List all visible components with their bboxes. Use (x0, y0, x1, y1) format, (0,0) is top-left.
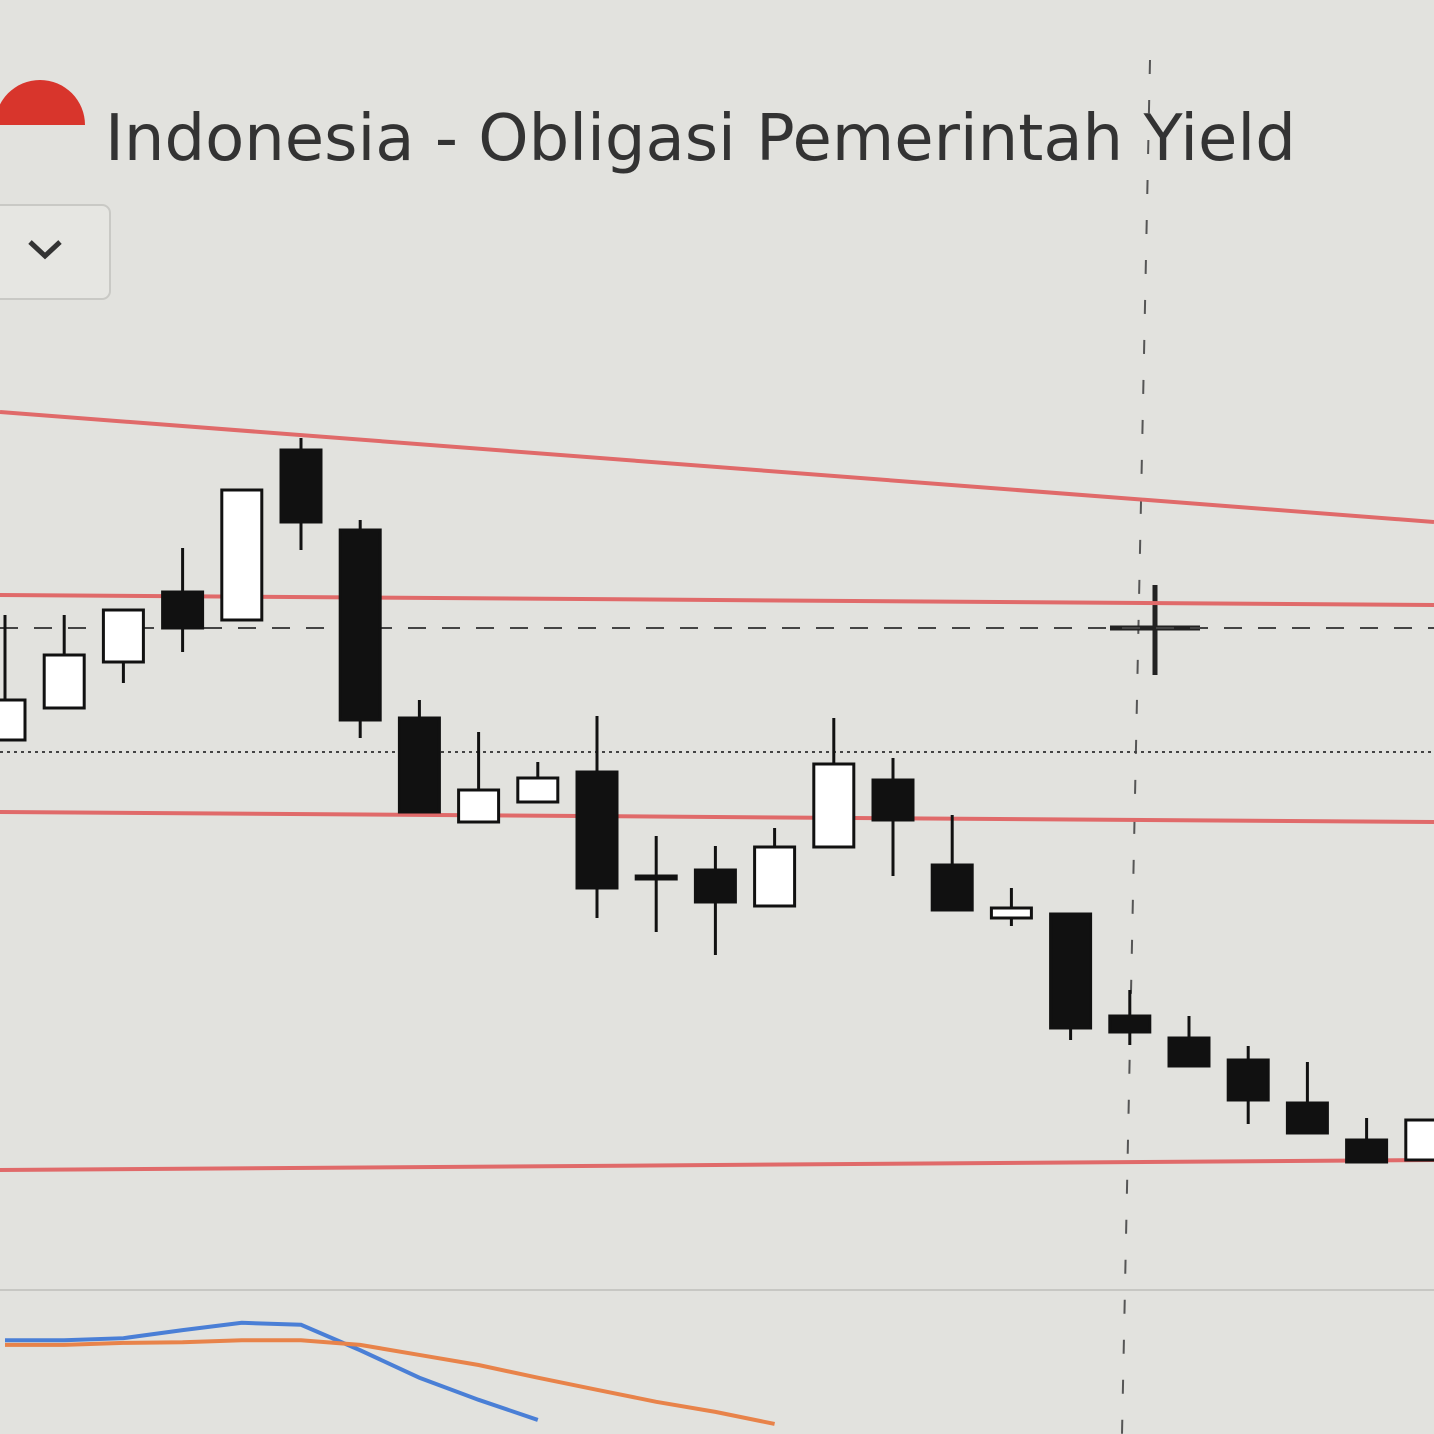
candle-body (1108, 1014, 1152, 1034)
dropdown-chevron[interactable] (28, 240, 62, 260)
candle-body (516, 776, 560, 804)
candle-body (338, 528, 382, 722)
candle-body (812, 762, 856, 849)
dropdown[interactable] (0, 204, 111, 300)
candle-body (989, 906, 1033, 920)
oscillator-line (5, 1338, 775, 1426)
chart-title: Indonesia - Obligasi Pemerintah Yield (105, 102, 1296, 176)
candle-body (1404, 1118, 1434, 1162)
candle-body (1167, 1036, 1211, 1068)
candle-body (634, 874, 678, 881)
level-line (0, 810, 1434, 824)
level-line (0, 410, 1434, 524)
candle-body (101, 608, 145, 664)
candle-body (457, 788, 501, 824)
candle-body (575, 770, 619, 890)
candle-body (753, 845, 797, 908)
candle-body (871, 778, 915, 822)
level-line (0, 1158, 1434, 1172)
candle-body (1049, 912, 1093, 1030)
candle-body (0, 698, 27, 742)
candle-body (1226, 1058, 1270, 1102)
candle-body (1345, 1138, 1389, 1164)
flag-icon (0, 80, 85, 125)
candle-body (279, 448, 323, 524)
candle-body (397, 716, 441, 814)
candle-body (220, 488, 264, 622)
candle-body (42, 653, 86, 710)
oscillator-line (5, 1320, 539, 1422)
candle-body (161, 590, 205, 630)
candle-body (930, 863, 974, 912)
candle-body (1285, 1101, 1329, 1135)
crosshair-vertical (1121, 59, 1151, 1434)
candle-body (693, 868, 737, 904)
